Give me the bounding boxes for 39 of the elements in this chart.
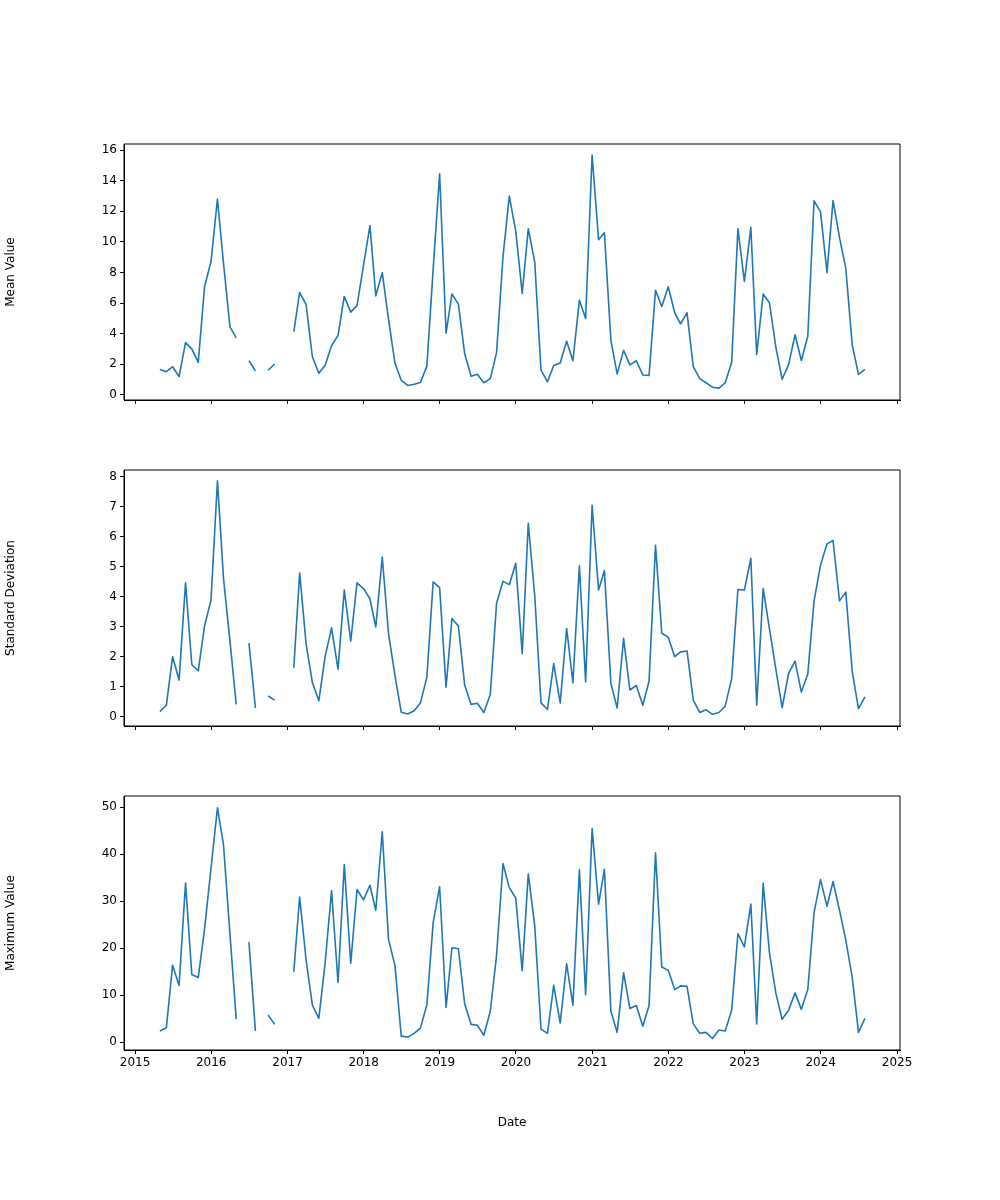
y-tick-label: 10 — [101, 987, 117, 1002]
y-axis-title: Maximum Value — [3, 875, 18, 971]
x-tick-label: 2021 — [577, 1055, 608, 1070]
y-tick-label: 50 — [101, 799, 117, 814]
y-tick-label: 14 — [101, 172, 117, 187]
y-tick-label: 40 — [101, 846, 117, 861]
x-axis-title: Date — [497, 1114, 527, 1129]
y-axis-title: Mean Value — [3, 237, 18, 307]
x-tick-label: 2016 — [195, 1055, 227, 1070]
y-tick-label: 2 — [109, 356, 117, 371]
y-tick-label: 7 — [109, 499, 117, 514]
y-tick-label: 6 — [109, 295, 117, 310]
x-tick-label: 2019 — [424, 1055, 456, 1070]
y-tick-label: 8 — [109, 469, 117, 484]
y-tick-label: 30 — [101, 893, 117, 908]
y-tick-label: 10 — [101, 234, 117, 249]
y-tick-label: 4 — [109, 325, 117, 340]
y-tick-label: 0 — [109, 386, 117, 401]
y-tick-label: 4 — [109, 589, 117, 604]
y-tick-label: 0 — [109, 709, 117, 724]
x-tick-label: 2017 — [272, 1055, 303, 1070]
x-tick-label: 2025 — [881, 1055, 913, 1070]
y-tick-label: 16 — [101, 142, 117, 157]
x-tick-label: 2024 — [805, 1055, 836, 1070]
x-tick-label: 2018 — [348, 1055, 379, 1070]
x-tick-label: 2022 — [653, 1055, 684, 1070]
y-tick-label: 2 — [109, 649, 117, 664]
y-tick-label: 5 — [109, 559, 117, 574]
y-tick-label: 12 — [101, 203, 117, 218]
x-tick-label: 2020 — [500, 1055, 532, 1070]
y-tick-label: 1 — [109, 679, 117, 694]
y-tick-label: 8 — [109, 264, 117, 279]
y-axis-title: Standard Deviation — [3, 540, 18, 656]
y-tick-label: 6 — [109, 529, 117, 544]
y-tick-label: 0 — [109, 1034, 117, 1049]
x-tick-label: 2015 — [119, 1055, 151, 1070]
x-tick-label: 2023 — [729, 1055, 760, 1070]
y-tick-label: 3 — [109, 619, 117, 634]
y-tick-label: 20 — [101, 940, 117, 955]
